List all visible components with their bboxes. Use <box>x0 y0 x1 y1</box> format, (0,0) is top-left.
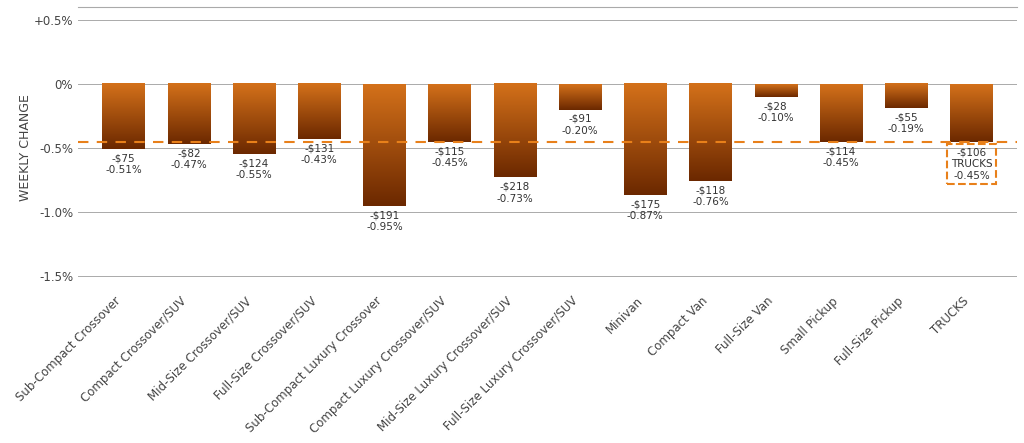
Text: -$118
-0.76%: -$118 -0.76% <box>692 186 729 207</box>
Text: -$75
-0.51%: -$75 -0.51% <box>105 154 142 175</box>
Text: -$131
-0.43%: -$131 -0.43% <box>301 144 338 165</box>
Text: -$175
-0.87%: -$175 -0.87% <box>627 200 664 222</box>
Text: -$114
-0.45%: -$114 -0.45% <box>822 146 859 167</box>
Text: -$106
TRUCKS
-0.45%: -$106 TRUCKS -0.45% <box>950 148 992 181</box>
Y-axis label: WEEKLY CHANGE: WEEKLY CHANGE <box>18 94 32 202</box>
Text: -$55
-0.19%: -$55 -0.19% <box>888 113 925 134</box>
Text: -$115
-0.45%: -$115 -0.45% <box>431 146 468 167</box>
Text: -$82
-0.47%: -$82 -0.47% <box>170 148 207 170</box>
Text: -$28
-0.10%: -$28 -0.10% <box>758 101 794 123</box>
Text: -$124
-0.55%: -$124 -0.55% <box>236 159 272 180</box>
Text: -$91
-0.20%: -$91 -0.20% <box>562 114 598 136</box>
Text: -$191
-0.95%: -$191 -0.95% <box>367 210 402 232</box>
Text: -$218
-0.73%: -$218 -0.73% <box>497 182 534 203</box>
